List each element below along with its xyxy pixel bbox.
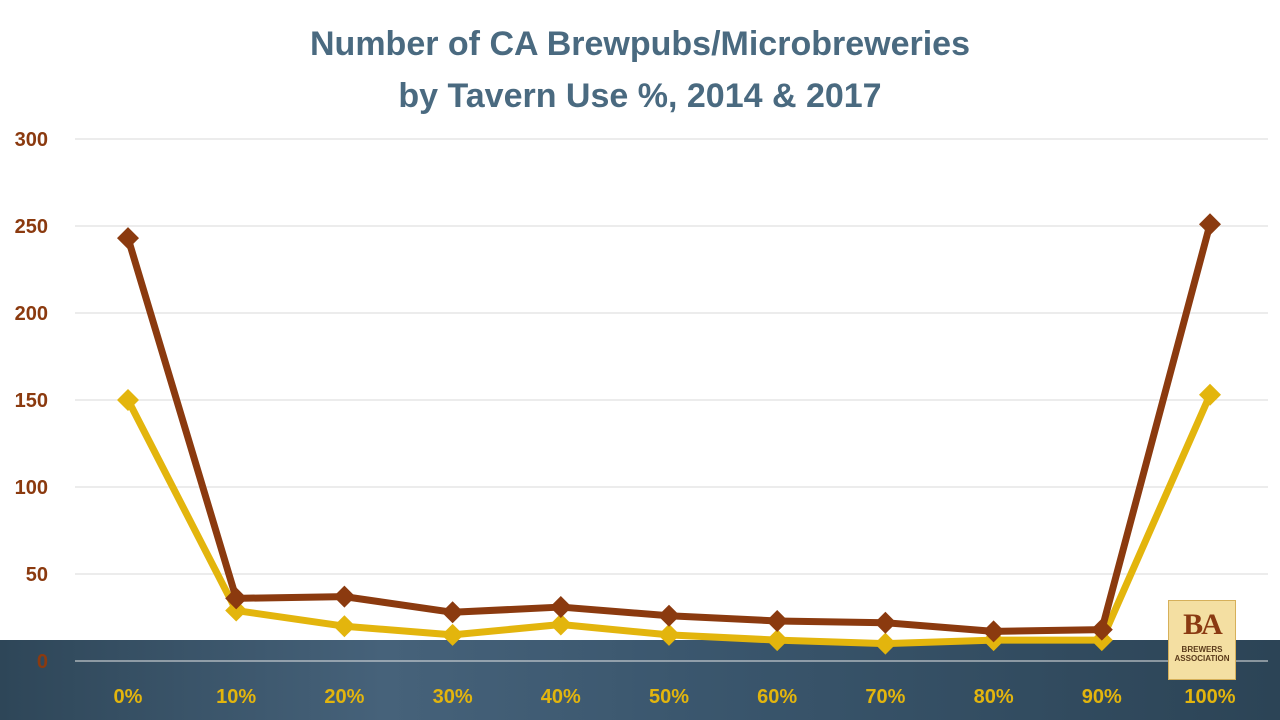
y-tick-label: 150 bbox=[15, 390, 48, 412]
x-tick-label: 40% bbox=[541, 686, 581, 708]
x-tick-label: 90% bbox=[1082, 686, 1122, 708]
y-tick-label: 300 bbox=[15, 129, 48, 151]
data-point bbox=[549, 613, 572, 636]
data-point bbox=[225, 599, 248, 622]
series-dark bbox=[117, 213, 1221, 643]
x-tick-label: 50% bbox=[649, 686, 689, 708]
x-tick-label: 80% bbox=[974, 686, 1014, 708]
data-point bbox=[1199, 383, 1221, 406]
bottom-band bbox=[0, 640, 1280, 720]
data-point bbox=[333, 615, 356, 638]
series-line bbox=[124, 220, 1214, 635]
chart-title-line-1: Number of CA Brewpubs/Microbreweries bbox=[310, 25, 970, 63]
y-tick-label: 100 bbox=[15, 477, 48, 499]
data-point bbox=[766, 629, 789, 652]
data-point bbox=[874, 632, 897, 655]
data-point bbox=[982, 620, 1005, 643]
data-point bbox=[658, 604, 680, 627]
x-tick-label: 100% bbox=[1184, 686, 1235, 708]
y-tick-label: 250 bbox=[15, 216, 48, 238]
logo-text-line-1: BREWERS bbox=[1181, 645, 1223, 654]
data-point bbox=[1199, 213, 1221, 236]
data-point bbox=[333, 585, 356, 608]
data-point bbox=[874, 611, 897, 634]
y-tick-label: 200 bbox=[15, 303, 48, 325]
data-point bbox=[441, 623, 464, 646]
y-axis-ticks: 0 50 100 150 200 250 300 bbox=[15, 129, 48, 673]
gridlines bbox=[75, 138, 1268, 662]
x-tick-label: 60% bbox=[757, 686, 797, 708]
data-point bbox=[766, 609, 789, 632]
x-tick-label: 70% bbox=[865, 686, 905, 708]
logo-text-line-2: ASSOCIATION bbox=[1174, 654, 1230, 663]
y-tick-label: 50 bbox=[26, 564, 48, 586]
x-tick-label: 10% bbox=[216, 686, 256, 708]
x-tick-label: 0% bbox=[114, 686, 143, 708]
chart-title-line-2: by Tavern Use %, 2014 & 2017 bbox=[398, 77, 882, 115]
logo-mark: BA bbox=[1183, 608, 1223, 641]
data-point bbox=[117, 227, 139, 250]
data-point bbox=[658, 623, 680, 646]
series-group bbox=[117, 213, 1221, 655]
x-axis-ticks: 0% 10% 20% 30% 40% 50% 60% 70% 80% 90% 100% bbox=[114, 686, 1236, 708]
data-point bbox=[549, 596, 572, 619]
x-tick-label: 30% bbox=[433, 686, 473, 708]
data-point bbox=[1090, 618, 1113, 641]
data-point bbox=[117, 389, 139, 411]
chart-title: Number of CA Brewpubs/Microbreweries by … bbox=[0, 18, 1280, 122]
brewers-association-logo: BA BREWERS ASSOCIATION bbox=[1168, 600, 1236, 680]
y-tick-label: 0 bbox=[37, 651, 48, 673]
x-tick-label: 20% bbox=[324, 686, 364, 708]
data-point bbox=[225, 587, 248, 610]
data-point bbox=[441, 601, 464, 624]
